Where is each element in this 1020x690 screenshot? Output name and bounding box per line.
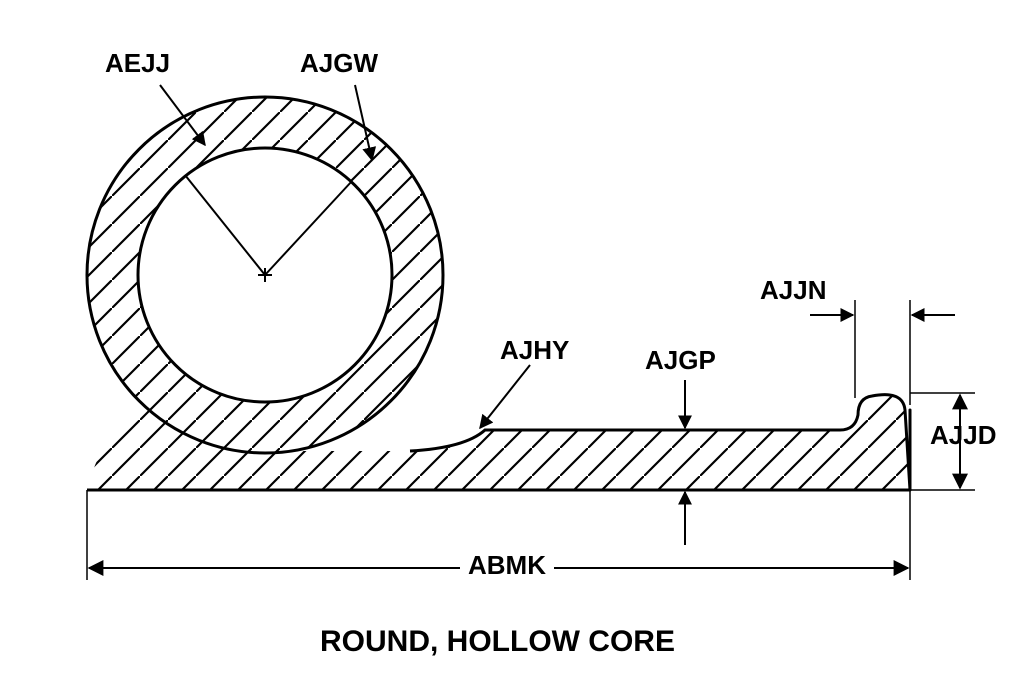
- ajgw-radial-guide: [265, 181, 352, 275]
- diagram-canvas: AEJJ AJGW AJHY AJGP AJJN AJJD ABMK ROUND…: [0, 0, 1020, 690]
- label-ajgp: AJGP: [645, 345, 716, 376]
- label-ajjd: AJJD: [930, 420, 996, 451]
- ajhy-leader: [480, 365, 530, 428]
- label-abmk: ABMK: [460, 550, 554, 581]
- diagram-title: ROUND, HOLLOW CORE: [320, 625, 675, 659]
- label-ajgw: AJGW: [300, 48, 378, 79]
- label-aejj: AEJJ: [105, 48, 170, 79]
- label-ajhy: AJHY: [500, 335, 569, 366]
- aejj-radius-line: [185, 175, 265, 275]
- label-ajjn: AJJN: [760, 275, 826, 306]
